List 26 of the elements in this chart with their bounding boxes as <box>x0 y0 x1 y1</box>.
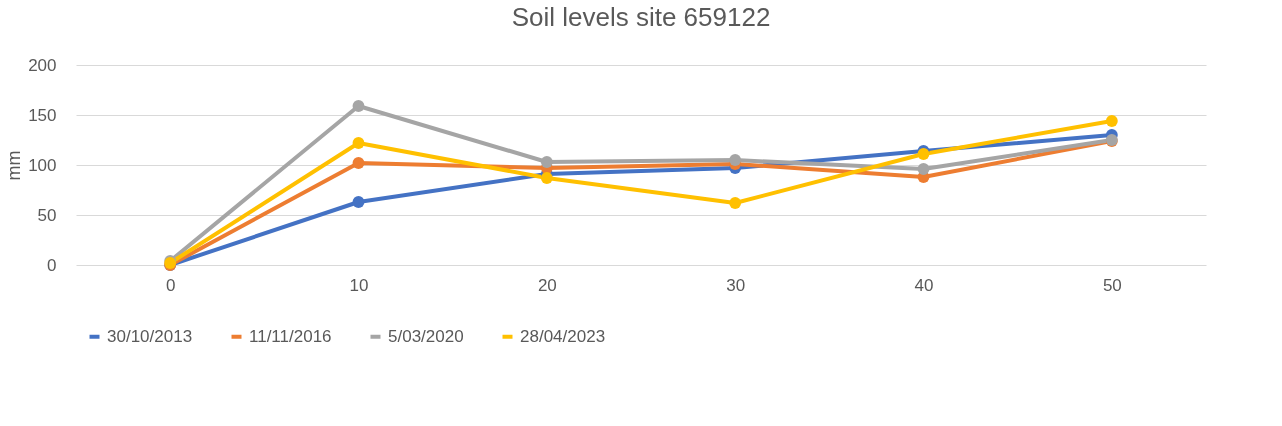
y-tick-label: 50 <box>37 205 57 225</box>
y-tick-label: 100 <box>28 155 57 175</box>
point <box>352 100 365 112</box>
y-axis-title: mm <box>4 150 25 181</box>
x-tick-label: 50 <box>1102 275 1122 295</box>
x-tick-label: 20 <box>537 275 557 295</box>
legend-label: 5/03/2020 <box>388 326 464 346</box>
chart-title: Soil levels site 659122 <box>511 2 771 32</box>
x-tick-label: 30 <box>726 275 746 295</box>
x-tick-label: 10 <box>349 275 369 295</box>
legend-label: 28/04/2023 <box>520 326 606 346</box>
point <box>729 197 742 209</box>
point <box>352 196 365 208</box>
x-tick-label: 0 <box>165 275 176 295</box>
legend-label: 11/11/2016 <box>249 326 332 346</box>
legend-label: 30/10/2013 <box>107 326 193 346</box>
y-tick-label: 150 <box>28 105 57 125</box>
point <box>729 154 742 166</box>
point <box>540 156 553 168</box>
point <box>917 163 930 175</box>
y-tick-label: 200 <box>28 55 57 75</box>
point <box>352 157 365 169</box>
y-tick-label: 0 <box>47 255 57 275</box>
point <box>1105 115 1118 127</box>
x-tick-label: 40 <box>914 275 934 295</box>
point <box>352 137 365 149</box>
